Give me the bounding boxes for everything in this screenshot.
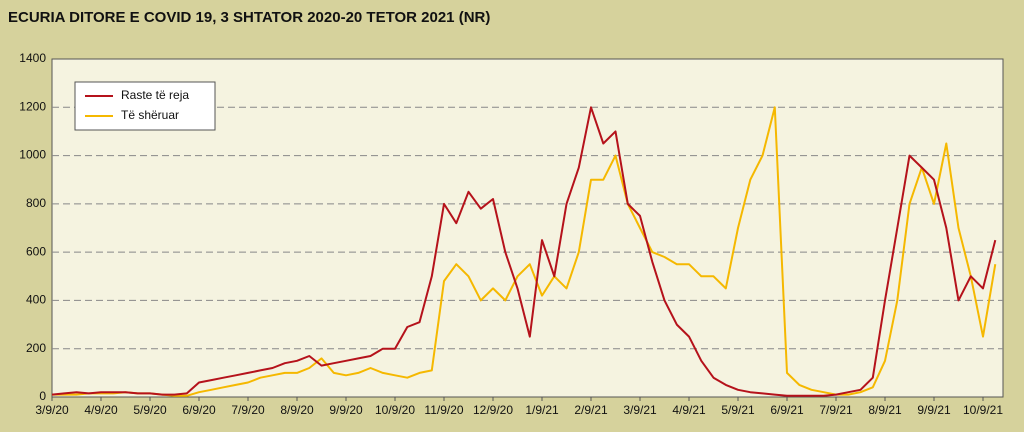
y-tick-label: 0 — [39, 389, 46, 403]
x-tick-label: 12/9/20 — [473, 403, 513, 417]
x-tick-label: 11/9/20 — [424, 403, 463, 417]
x-tick-label: 7/9/20 — [231, 403, 265, 417]
x-tick-label: 3/9/21 — [623, 403, 657, 417]
y-tick-label: 1400 — [19, 51, 46, 65]
x-tick-label: 5/9/21 — [721, 403, 755, 417]
x-tick-label: 7/9/21 — [819, 403, 853, 417]
legend-box — [74, 81, 216, 131]
x-tick-label: 10/9/20 — [375, 403, 415, 417]
x-tick-label: 6/9/20 — [182, 403, 216, 417]
x-tick-label: 8/9/20 — [280, 403, 314, 417]
y-tick-label: 600 — [26, 244, 46, 258]
y-tick-label: 800 — [26, 196, 46, 210]
legend-label: Raste të reja — [121, 88, 189, 102]
y-tick-label: 1000 — [19, 148, 46, 162]
x-tick-label: 4/9/20 — [84, 403, 118, 417]
x-tick-label: 4/9/21 — [672, 403, 706, 417]
x-tick-label: 9/9/20 — [329, 403, 363, 417]
y-tick-label: 400 — [26, 293, 46, 307]
x-tick-label: 8/9/21 — [868, 403, 902, 417]
x-tick-label: 5/9/20 — [133, 403, 167, 417]
y-tick-label: 1200 — [19, 99, 46, 113]
x-tick-label: 1/9/21 — [525, 403, 559, 417]
y-tick-label: 200 — [26, 341, 46, 355]
x-tick-label: 2/9/21 — [574, 403, 608, 417]
x-tick-label: 3/9/20 — [35, 403, 69, 417]
legend-label: Të shëruar — [121, 108, 179, 122]
x-tick-label: 10/9/21 — [963, 403, 1003, 417]
x-tick-label: 6/9/21 — [770, 403, 804, 417]
x-tick-label: 9/9/21 — [917, 403, 951, 417]
chart-title: ECURIA DITORE E COVID 19, 3 SHTATOR 2020… — [8, 9, 490, 26]
series-line — [51, 106, 997, 397]
